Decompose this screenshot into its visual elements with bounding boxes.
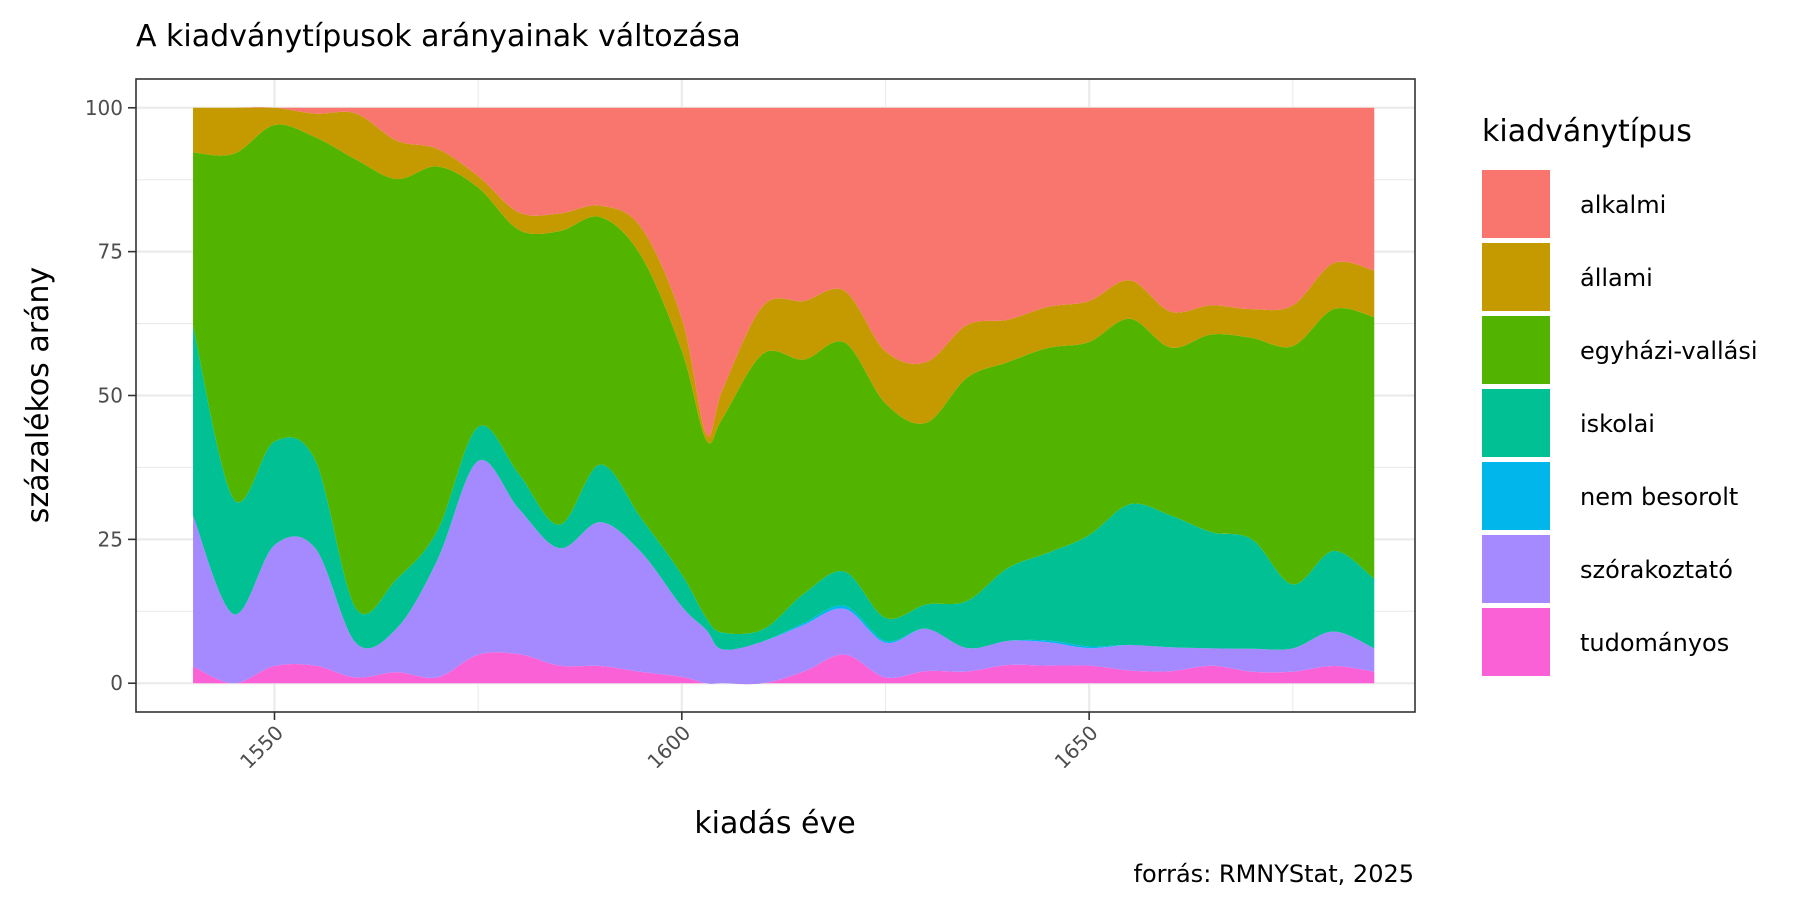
x-axis: 1550 1600 1650 bbox=[235, 712, 1103, 774]
y-axis: 0 25 50 75 100 bbox=[85, 96, 136, 695]
area-series-állami bbox=[193, 107, 1375, 444]
area-series-szórakoztató bbox=[193, 459, 1375, 685]
legend-swatch-alkalmi bbox=[1482, 170, 1550, 238]
y-tick-label: 75 bbox=[98, 240, 123, 264]
area-series-iskolai bbox=[193, 325, 1375, 650]
legend-swatch-tudományos bbox=[1482, 608, 1550, 676]
y-tick-label: 0 bbox=[110, 671, 123, 695]
legend: alkalmi állami egyházi-vallási iskolai nem b… bbox=[1482, 170, 1758, 676]
legend-label-tudományos: tudományos bbox=[1580, 629, 1729, 657]
x-axis-title: kiadás éve bbox=[694, 806, 855, 841]
caption: forrás: RMNYStat, 2025 bbox=[1134, 860, 1414, 888]
legend-label-alkalmi: alkalmi bbox=[1580, 191, 1666, 219]
area-series-tudományos bbox=[193, 652, 1375, 685]
y-axis-title: százalékos arány bbox=[21, 267, 56, 523]
legend-label-állami: állami bbox=[1580, 264, 1653, 292]
legend-swatch-szórakoztató bbox=[1482, 535, 1550, 603]
x-tick-label: 1600 bbox=[642, 721, 695, 774]
stacked-areas bbox=[193, 107, 1375, 685]
chart-title: A kiadványtípusok arányainak változása bbox=[136, 19, 741, 54]
y-tick-label: 50 bbox=[98, 384, 123, 408]
legend-label-egyházi-vallási: egyházi-vallási bbox=[1580, 337, 1758, 365]
legend-label-szórakoztató: szórakoztató bbox=[1580, 556, 1733, 584]
x-tick-label: 1650 bbox=[1050, 721, 1103, 774]
legend-title: kiadványtípus bbox=[1482, 114, 1692, 149]
legend-swatch-iskolai bbox=[1482, 389, 1550, 457]
area-series-egyházi-vallási bbox=[193, 124, 1375, 635]
y-tick-label: 25 bbox=[98, 527, 123, 551]
legend-swatch-egyházi-vallási bbox=[1482, 316, 1550, 384]
legend-swatch-nem besorolt bbox=[1482, 462, 1550, 530]
x-tick-label: 1550 bbox=[235, 721, 288, 774]
legend-swatch-állami bbox=[1482, 243, 1550, 311]
area-series-alkalmi bbox=[193, 107, 1375, 437]
legend-label-nem besorolt: nem besorolt bbox=[1580, 483, 1738, 511]
y-tick-label: 100 bbox=[85, 96, 123, 120]
legend-label-iskolai: iskolai bbox=[1580, 410, 1655, 438]
